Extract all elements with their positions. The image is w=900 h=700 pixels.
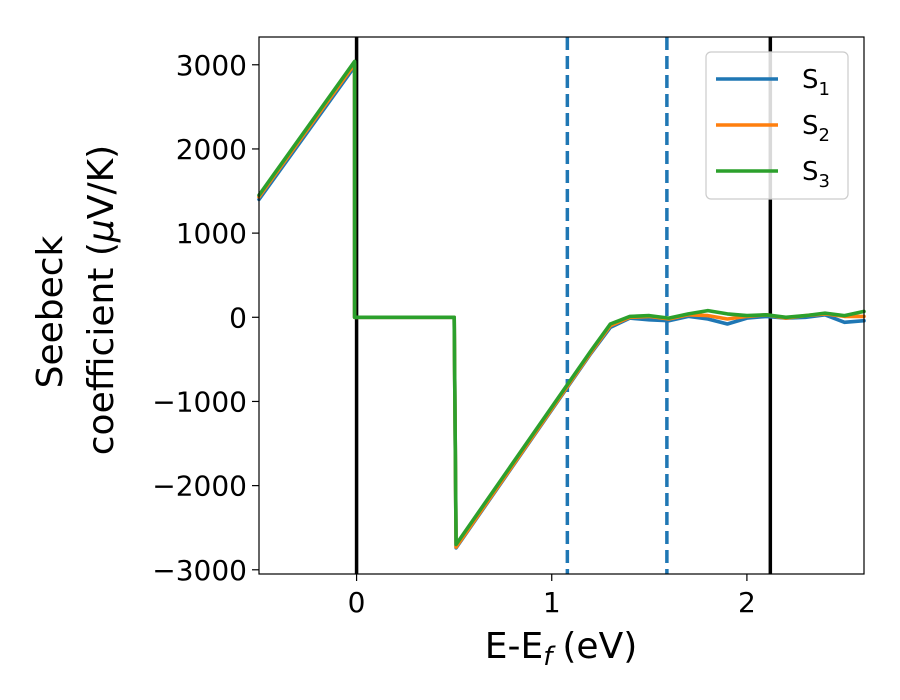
- x-axis-label: E-Ef (eV): [485, 626, 638, 672]
- plot-frame: [258, 36, 865, 575]
- y-tick-label: 3000: [176, 49, 247, 82]
- y-tick-label: −1000: [152, 385, 247, 418]
- y-axis-label-line2: coefficient (μV/K): [81, 145, 122, 455]
- x-tick-label: 2: [738, 586, 756, 619]
- y-tick-label: 1000: [176, 217, 247, 250]
- x-axis-ticks: 0 1 2: [348, 574, 756, 619]
- x-tick-label: 0: [348, 586, 366, 619]
- legend-label-S2: S2: [802, 111, 830, 146]
- series-line-S3: [257, 59, 866, 547]
- series-layer: [257, 59, 866, 550]
- y-tick-label: 2000: [176, 133, 247, 166]
- y-tick-label: −2000: [152, 470, 247, 503]
- y-axis-ticks: −3000 −2000 −1000 0 1000 2000 3000: [152, 49, 259, 587]
- legend-items: S1 S2 S3: [716, 65, 830, 192]
- y-axis-label-line1: Seebeck: [30, 235, 71, 388]
- y-tick-label: 0: [229, 301, 247, 334]
- y-tick-label: −3000: [152, 554, 247, 587]
- legend: S1 S2 S3: [705, 51, 849, 200]
- legend-label-S3: S3: [802, 157, 830, 192]
- legend-label-S1: S1: [802, 65, 830, 100]
- x-tick-label: 1: [543, 586, 561, 619]
